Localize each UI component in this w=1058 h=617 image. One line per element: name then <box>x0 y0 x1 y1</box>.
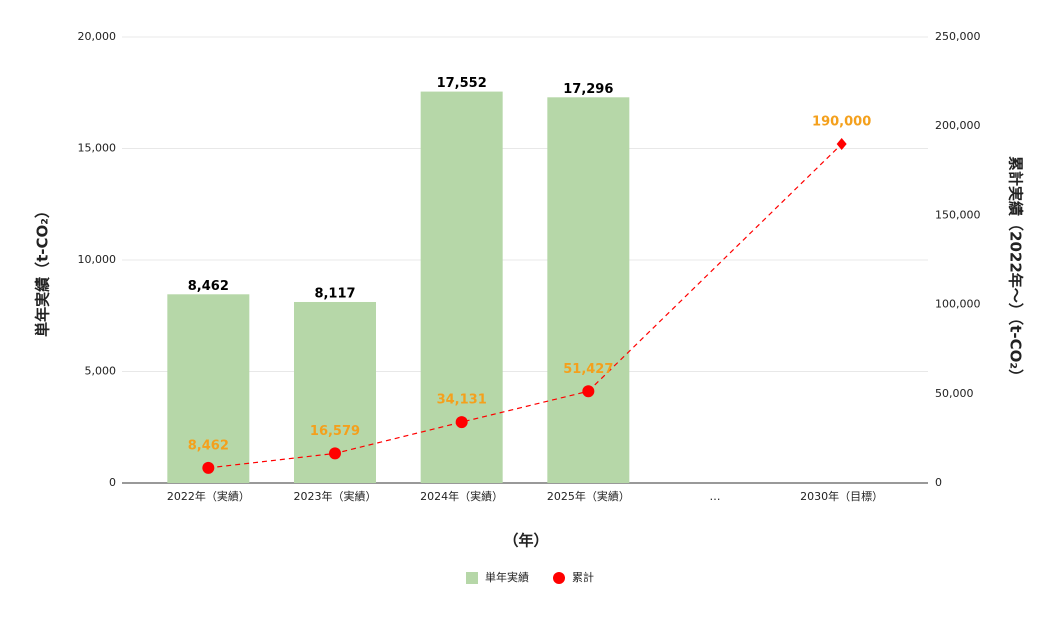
line-value-label: 16,579 <box>310 424 360 439</box>
legend-swatch <box>466 572 478 584</box>
line-point <box>582 385 595 398</box>
line-point <box>329 447 341 460</box>
bar-value-label: 17,552 <box>437 76 487 91</box>
bar-value-label: 17,296 <box>563 82 613 97</box>
x-tick-label: 2024年（実績） <box>420 489 503 503</box>
line-point <box>202 461 215 474</box>
y-tick-label: 20,000 <box>78 30 117 43</box>
line-value-label: 51,427 <box>563 362 613 377</box>
x-tick-label: 2023年（実績） <box>294 489 377 503</box>
bar-value-label: 8,462 <box>188 279 229 294</box>
y2-axis-title: 累計実績（2022年〜）（t-CO₂） <box>1007 156 1025 384</box>
y2-tick-label: 100,000 <box>935 298 981 311</box>
line-value-label: 190,000 <box>812 115 871 130</box>
line-value-label: 34,131 <box>437 393 487 408</box>
legend-swatch <box>553 572 565 584</box>
x-axis-title: （年） <box>503 532 548 550</box>
line <box>208 390 589 469</box>
bar-value-label: 8,117 <box>314 286 355 301</box>
y-tick-label: 15,000 <box>78 142 117 155</box>
y-axis-title: 単年実績（t-CO₂） <box>34 203 52 337</box>
y-tick-label: 5,000 <box>85 365 117 378</box>
x-tick-label: 2030年（目標） <box>800 489 883 503</box>
legend-label: 累計 <box>572 570 594 584</box>
y-tick-label: 0 <box>109 476 116 489</box>
line-gap-bridge <box>587 143 843 392</box>
bar <box>167 294 250 483</box>
line-value-label: 8,462 <box>188 438 229 453</box>
y2-tick-label: 200,000 <box>935 119 981 132</box>
y2-tick-label: 250,000 <box>935 30 981 43</box>
y2-tick-label: 50,000 <box>935 387 974 400</box>
x-tick-label: … <box>710 490 721 503</box>
line-point <box>455 416 468 429</box>
x-tick-label: 2022年（実績） <box>167 489 250 503</box>
line-point <box>836 138 847 151</box>
y-tick-label: 10,000 <box>78 253 117 266</box>
legend-label: 単年実績 <box>485 570 529 584</box>
bar <box>547 97 630 484</box>
x-tick-label: 2025年（実績） <box>547 489 630 503</box>
y2-tick-label: 0 <box>935 476 942 489</box>
y2-tick-label: 150,000 <box>935 208 981 221</box>
